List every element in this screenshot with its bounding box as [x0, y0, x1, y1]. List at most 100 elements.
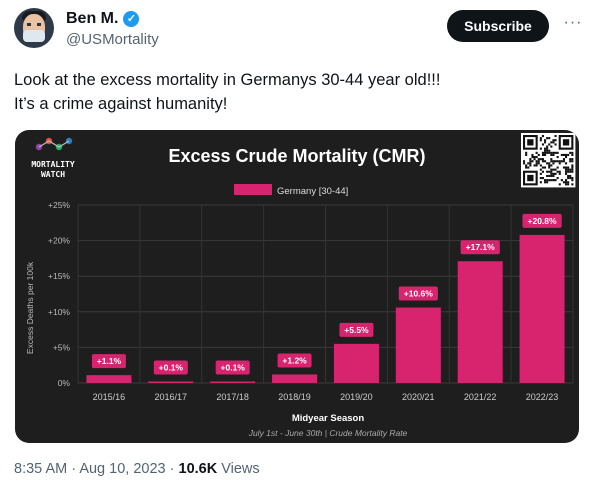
qr-finder [527, 174, 534, 182]
qr-module [539, 177, 542, 180]
tweet-media-image[interactable]: MORTALITY WATCH Excess Crude Mortality (… [15, 130, 579, 443]
chart-caption: July 1st - June 30th | Crude Mortality R… [248, 428, 408, 438]
meta-separator: · [169, 461, 175, 477]
qr-module [550, 179, 553, 182]
qr-module [535, 162, 538, 165]
qr-module [569, 158, 572, 161]
avatar-eyes [27, 23, 41, 26]
qr-module [535, 164, 538, 167]
qr-module [539, 172, 542, 175]
qr-module [554, 143, 557, 146]
data-label-box [91, 354, 126, 369]
qr-module [552, 162, 555, 165]
qr-module [541, 151, 544, 154]
qr-module [533, 158, 536, 161]
legend-swatch [234, 184, 272, 195]
subscribe-button[interactable]: Subscribe [447, 10, 549, 42]
qr-module [560, 179, 563, 182]
qr-module [571, 177, 574, 180]
qr-module [523, 160, 526, 163]
qr-code-icon [521, 133, 576, 188]
author-handle[interactable]: @USMortality [66, 31, 159, 48]
qr-module [552, 141, 555, 144]
tweet-date[interactable]: Aug 10, 2023 [79, 461, 166, 477]
qr-module [541, 170, 544, 173]
qr-module [556, 156, 559, 159]
data-label-box [398, 286, 438, 301]
qr-module [565, 183, 568, 186]
qr-module [558, 183, 561, 186]
qr-module [550, 145, 553, 148]
qr-module [544, 147, 547, 150]
tweet-meta: 8:35 AM · Aug 10, 2023 · 10.6K Views [14, 461, 260, 477]
data-label-box [522, 213, 562, 228]
qr-module [535, 151, 538, 154]
qr-module [567, 153, 570, 156]
data-label: +0.1% [159, 363, 184, 373]
qr-module [539, 147, 542, 150]
qr-module [550, 168, 553, 171]
mortality-watch-logo: MORTALITY WATCH [31, 137, 75, 179]
x-tick-label: 2016/17 [155, 392, 188, 402]
y-tick-label: +20% [48, 236, 70, 246]
qr-module [565, 156, 568, 159]
data-label: +0.1% [221, 363, 246, 373]
data-label: +20.8% [528, 216, 558, 226]
qr-module [544, 166, 547, 169]
qr-module [546, 145, 549, 148]
qr-module [554, 168, 557, 171]
y-tick-label: +15% [48, 271, 70, 281]
x-tick-label: 2017/18 [216, 392, 249, 402]
qr-module [562, 181, 565, 184]
qr-module [546, 181, 549, 184]
data-label-box [277, 353, 312, 368]
author-name-text[interactable]: Ben M. [66, 10, 119, 27]
x-tick-label: 2021/22 [464, 392, 497, 402]
qr-module [558, 162, 561, 165]
chart-svg: MORTALITY WATCH Excess Crude Mortality (… [25, 133, 576, 438]
qr-module [529, 160, 532, 163]
qr-module [565, 166, 568, 169]
qr-module [550, 141, 553, 144]
data-label: +10.6% [404, 289, 434, 299]
qr-module [565, 181, 568, 184]
qr-module [571, 153, 574, 156]
qr-module [541, 160, 544, 163]
qr-module [571, 170, 574, 173]
qr-module [544, 149, 547, 152]
qr-module [569, 170, 572, 173]
data-label: +17.1% [466, 242, 496, 252]
qr-module [571, 183, 574, 186]
qr-module [546, 174, 549, 177]
qr-module [548, 143, 551, 146]
qr-module [541, 153, 544, 156]
qr-module [548, 164, 551, 167]
qr-module [565, 153, 568, 156]
qr-module [550, 174, 553, 177]
qr-module [535, 160, 538, 163]
logo-text-line-1: MORTALITY [31, 160, 75, 169]
avatar-mask [23, 30, 45, 42]
author-avatar[interactable] [14, 8, 54, 48]
qr-module [539, 137, 542, 140]
qr-module [527, 162, 530, 165]
tweet-time[interactable]: 8:35 AM [14, 461, 68, 477]
qr-module [544, 139, 547, 142]
qr-module [556, 166, 559, 169]
qr-module [531, 153, 534, 156]
qr-module [544, 179, 547, 182]
qr-module [552, 179, 555, 182]
qr-module [550, 160, 553, 163]
qr-module [525, 151, 528, 154]
qr-module [541, 166, 544, 169]
chart-title: Excess Crude Mortality (CMR) [168, 146, 425, 166]
qr-module [548, 137, 551, 140]
data-label-box [339, 322, 374, 337]
qr-module [567, 174, 570, 177]
chart-legend: Germany [30-44] [234, 184, 348, 197]
author-name[interactable]: Ben M. ✓ [66, 10, 140, 28]
qr-module [527, 166, 530, 169]
qr-module [562, 160, 565, 163]
qr-module [541, 158, 544, 161]
more-options-icon[interactable]: ··· [563, 14, 583, 31]
